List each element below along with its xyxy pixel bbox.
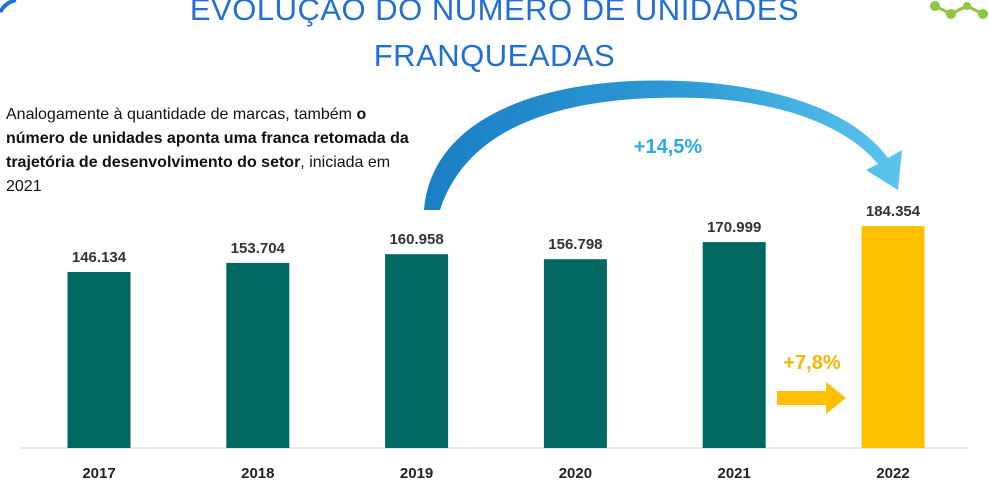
growth-label-2019-2022: +14,5%: [634, 136, 703, 158]
x-tick-label-2017: 2017: [82, 465, 115, 482]
x-tick-label-2020: 2020: [559, 465, 592, 482]
intro-text-bold: o número de unidades aponta uma franca r…: [6, 106, 409, 171]
intro-text-regular: Analogamente à quantidade de marcas, tam…: [6, 106, 357, 123]
x-tick-label-2018: 2018: [241, 465, 274, 482]
page-title-line-2: FRANQUEADAS: [373, 38, 616, 73]
x-tick-label-2022: 2022: [876, 465, 909, 482]
intro-text: Analogamente à quantidade de marcas, tam…: [6, 103, 426, 199]
value-label-2017: 146.134: [72, 249, 127, 266]
molecule-icon: [930, 1, 988, 19]
bar-2022: [861, 226, 925, 448]
page-title-line-1: EVOLUÇÃO DO NÚMERO DE UNIDADES: [189, 0, 800, 27]
growth-arc-arrow: [424, 80, 902, 210]
value-label-2018: 153.704: [231, 240, 286, 257]
value-label-2021: 170.999: [707, 219, 761, 236]
growth-arrow-2021-2022: [777, 382, 846, 414]
value-label-2022: 184.354: [866, 203, 921, 220]
value-label-2019: 160.958: [389, 231, 443, 248]
value-label-2020: 156.798: [548, 236, 602, 253]
intro-text-end: , iniciada em 2021: [6, 154, 391, 195]
x-tick-label-2021: 2021: [718, 465, 751, 482]
x-tick-label-2019: 2019: [400, 465, 433, 482]
bar-2020: [543, 259, 607, 448]
corner-logo-icon: [0, 0, 17, 14]
bar-2018: [226, 262, 290, 448]
growth-label-2021-2022: +7,8%: [783, 352, 840, 374]
bar-2017: [67, 272, 131, 448]
bar-2019: [385, 254, 449, 448]
bar-2021: [702, 242, 766, 448]
